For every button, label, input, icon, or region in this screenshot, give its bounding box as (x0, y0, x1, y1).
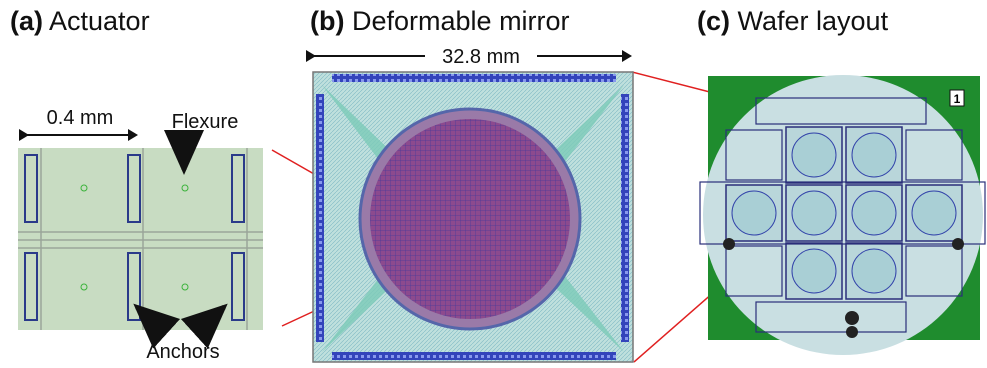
wafer-mark: 1 (954, 92, 961, 106)
scale-label: 0.4 mm (47, 107, 114, 129)
panel-name: Wafer layout (738, 6, 889, 36)
panel-title: (a) Actuator (10, 6, 150, 36)
page: (a) Actuator (b) Deformable mirror (c) W… (0, 0, 987, 368)
mirror-image (313, 72, 633, 362)
flexure-label: Flexure (172, 111, 239, 133)
panel-title: (b) Deformable mirror (310, 6, 570, 36)
anchors-label: Anchors (146, 341, 219, 363)
panel-name: Deformable mirror (352, 6, 570, 36)
panel-label: (c) (697, 6, 730, 36)
panel-name: Actuator (49, 6, 150, 36)
panel-title: (c) Wafer layout (697, 6, 889, 36)
scale-label: 32.8 mm (442, 46, 520, 68)
figure: (a) Actuator (b) Deformable mirror (c) W… (0, 0, 987, 368)
panel-label: (b) (310, 6, 344, 36)
panel-label: (a) (10, 6, 43, 36)
actuator-image (18, 148, 263, 330)
wafer-image: 1 (700, 75, 985, 355)
